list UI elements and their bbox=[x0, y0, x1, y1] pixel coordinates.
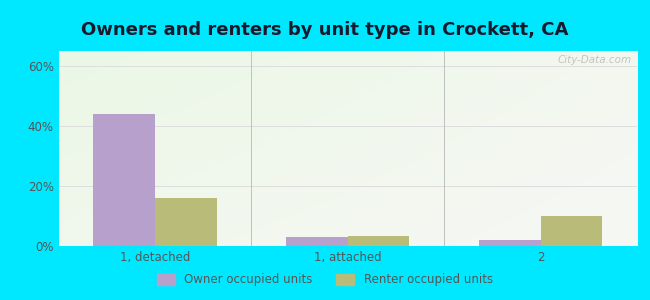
Bar bbox=[155, 198, 216, 246]
Bar bbox=[479, 240, 541, 246]
Bar bbox=[93, 114, 155, 246]
Bar bbox=[286, 237, 348, 246]
Bar bbox=[541, 216, 603, 246]
Legend: Owner occupied units, Renter occupied units: Owner occupied units, Renter occupied un… bbox=[153, 269, 497, 291]
Bar bbox=[348, 236, 410, 246]
Text: City-Data.com: City-Data.com bbox=[557, 55, 631, 65]
Text: Owners and renters by unit type in Crockett, CA: Owners and renters by unit type in Crock… bbox=[81, 21, 569, 39]
